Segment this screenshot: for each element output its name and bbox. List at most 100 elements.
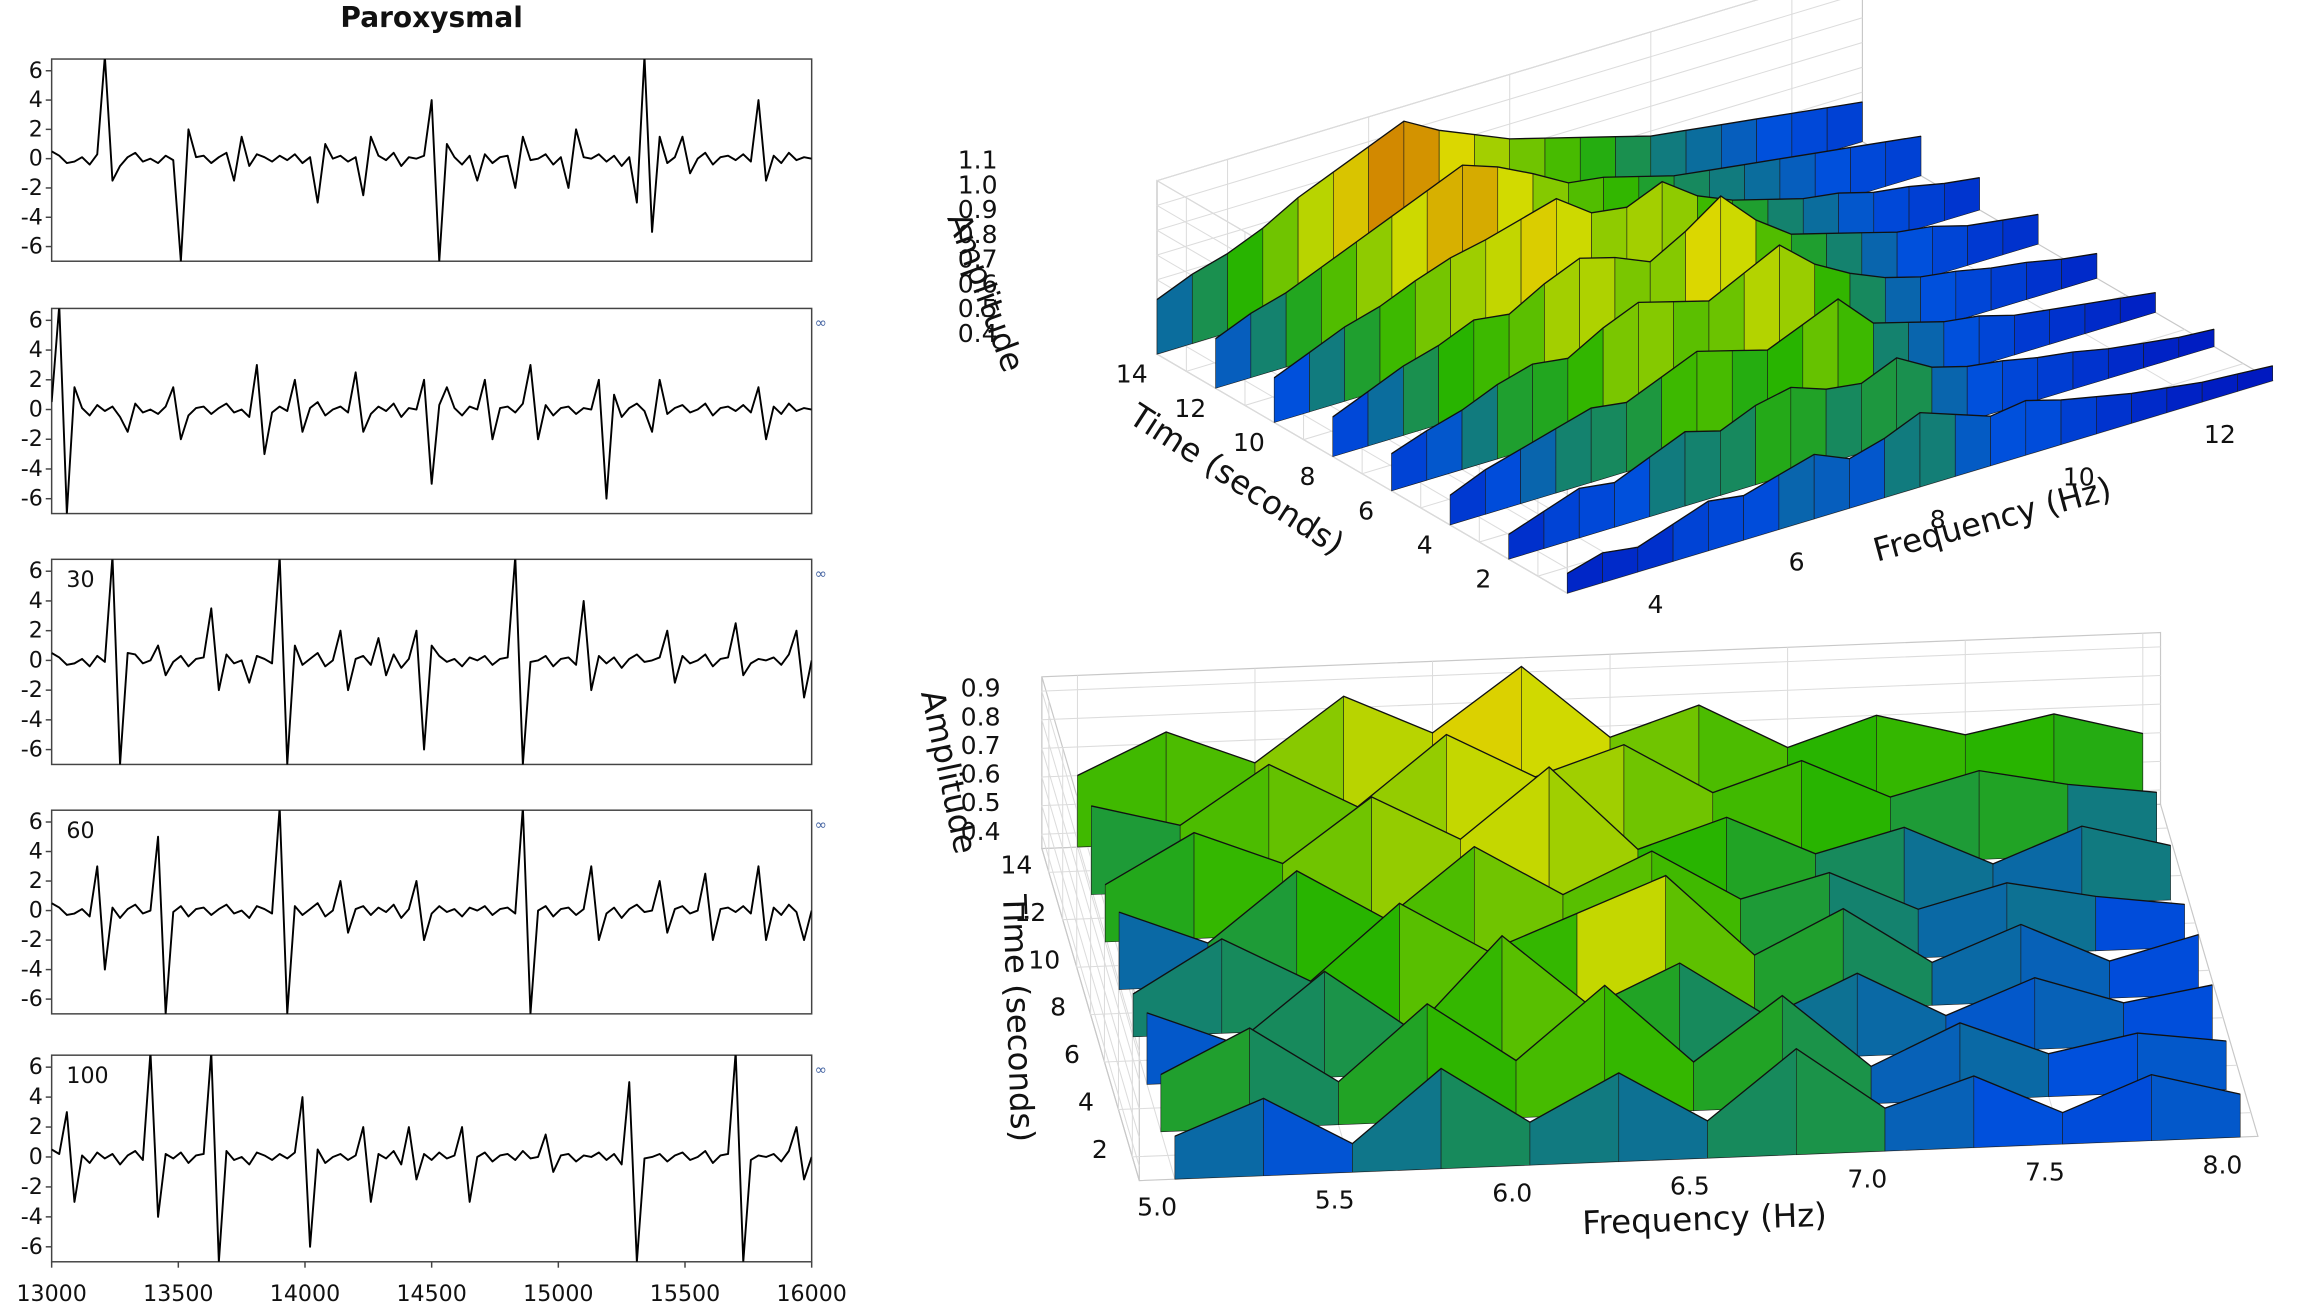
y-tick-label: 0	[29, 647, 43, 673]
surface-segment	[2060, 396, 2097, 445]
surface-ridge	[1146, 934, 2213, 1045]
y-tick-label: 2	[29, 367, 43, 393]
y-tick-label: -2	[21, 927, 43, 953]
y-tick-label: 10	[1233, 428, 1265, 457]
z-tick-label: 0.8	[961, 702, 1001, 731]
x-tick-label: 8.0	[2203, 1151, 2243, 1180]
annotation: ∞	[815, 315, 827, 332]
surface-segment	[2096, 393, 2132, 435]
y-tick-label: 2	[1475, 565, 1491, 594]
surface-ridge	[1508, 328, 2215, 535]
surface-ridge	[1077, 665, 2143, 777]
z-tick-label: 0.5	[961, 788, 1001, 817]
z-tick-label: 0.8	[958, 220, 998, 249]
x-axis-title: Frequency (Hz)	[1582, 1196, 1828, 1243]
surface-ridge	[1160, 984, 2227, 1083]
surface-ridge	[1118, 845, 2185, 944]
y-tick-label: -2	[21, 1174, 43, 1200]
y-tick-label: 4	[29, 1084, 43, 1110]
x-tick-label: 14000	[270, 1281, 340, 1307]
y-tick-label: 4	[29, 588, 43, 614]
x-tick-label: 8	[1930, 505, 1946, 534]
surface-segment	[1954, 414, 1991, 477]
y-tick-label: -4	[21, 957, 43, 983]
surface-segment	[2049, 303, 2086, 345]
panel-label: 60	[66, 818, 94, 844]
x-tick-label: 7.5	[2025, 1158, 2065, 1187]
y-tick-label: -6	[21, 234, 43, 260]
surface-ridge	[1156, 101, 1863, 301]
x-tick-label: 5.0	[1137, 1193, 1177, 1222]
y-tick-label: 0	[29, 898, 43, 924]
y-tick-label: 6	[29, 558, 43, 584]
x-tick-label: 10	[2063, 462, 2095, 491]
surface-segment	[1967, 219, 2004, 266]
surface-ridge	[1566, 365, 2273, 575]
x-tick-label: 13500	[143, 1281, 213, 1307]
y-tick-label: 2	[29, 868, 43, 894]
plot-frame	[50, 809, 813, 1015]
x-tick-label: 6	[1789, 547, 1805, 576]
z-tick-label: 0.6	[958, 269, 998, 298]
y-tick-label: -6	[21, 986, 43, 1012]
signal-line	[51, 308, 812, 514]
y-axis-title: Time (seconds)	[1122, 396, 1351, 563]
y-tick-label: 8	[1050, 993, 1066, 1022]
y-tick-label: -2	[21, 677, 43, 703]
y-tick-label: 10	[1028, 945, 1060, 974]
z-tick-label: 0.4	[961, 817, 1001, 846]
surface-segment	[1932, 225, 1968, 277]
y-axis-title: Time (seconds)	[995, 893, 1042, 1143]
x-tick-label: 6.0	[1492, 1179, 1532, 1208]
y-tick-label: 14	[1000, 850, 1032, 879]
surface-segment	[1590, 402, 1627, 483]
y-tick-label: 6	[29, 1054, 43, 1080]
surface-segment	[1978, 314, 2015, 366]
annotation: ∞	[815, 1061, 827, 1078]
z-tick-label: 0.5	[958, 294, 998, 323]
surface-segment	[2014, 309, 2050, 356]
surface-segment	[1566, 552, 1603, 594]
y-tick-label: 4	[1417, 530, 1433, 559]
y-tick-label: 14	[1116, 360, 1148, 389]
y-tick-label: 12	[1014, 898, 1046, 927]
surface-segment	[2081, 825, 2171, 904]
y-tick-label: -2	[21, 426, 43, 452]
y-tick-label: -4	[21, 204, 43, 230]
surface-ridge	[1449, 291, 2156, 496]
y-tick-label: -6	[21, 737, 43, 763]
x-tick-label: 15500	[650, 1281, 720, 1307]
surface-segment	[1885, 135, 1922, 187]
surface-segment	[1966, 360, 2003, 422]
y-tick-label: 0	[29, 397, 43, 423]
surface-ridge	[1104, 766, 2171, 886]
z-tick-label: 0.6	[961, 760, 1001, 789]
y-tick-label: 2	[29, 1114, 43, 1140]
y-tick-label: 2	[1092, 1135, 1108, 1164]
surface-segment	[1708, 495, 1744, 552]
y-tick-label: 0	[29, 146, 43, 172]
y-tick-label: 6	[29, 307, 43, 333]
signal-line	[51, 810, 812, 1014]
surface-segment	[1637, 523, 1674, 573]
surface-segment	[1919, 412, 1956, 488]
x-tick-label: 6.5	[1670, 1172, 1710, 1201]
surface-ridge	[1132, 874, 2199, 995]
y-tick-label: -6	[21, 486, 43, 512]
surface-ridge	[1332, 195, 2039, 418]
z-tick-label: 0.9	[961, 674, 1001, 703]
surface-segment	[2002, 214, 2039, 256]
surface-segment	[1543, 487, 1580, 549]
z-tick-label: 1.0	[958, 170, 998, 199]
surface-segment	[2025, 399, 2062, 456]
surface-segment	[1908, 183, 1945, 232]
surface-segment	[1850, 141, 1887, 198]
y-tick-label: 8	[1300, 462, 1316, 491]
surface-segment	[1990, 262, 2027, 311]
z-tick-label: 1.1	[958, 145, 998, 174]
signal-line	[51, 1055, 812, 1262]
panel-label: 30	[66, 567, 94, 593]
signal-line	[51, 59, 812, 262]
y-tick-label: -6	[21, 1234, 43, 1260]
